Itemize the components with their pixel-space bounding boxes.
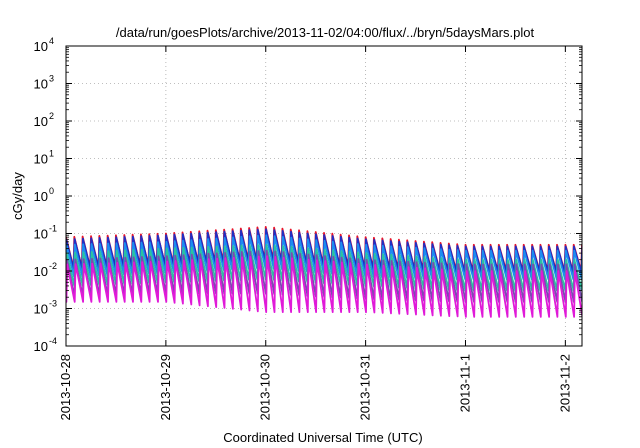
x-tick-label: 2013-10-30 (258, 354, 273, 421)
x-tick-label: 2013-11-2 (557, 354, 572, 412)
y-tick-label: 10 (34, 114, 48, 129)
y-tick-exponent: -1 (49, 224, 57, 234)
y-tick-label: 10 (34, 264, 48, 279)
y-tick-exponent: -3 (49, 299, 57, 309)
y-tick-exponent: 2 (49, 111, 54, 121)
y-tick-label: 10 (34, 339, 48, 354)
series-layer (66, 226, 582, 318)
y-tick-label: 10 (34, 39, 48, 54)
x-tick-label: 2013-10-31 (358, 354, 373, 421)
y-tick-label: 10 (34, 189, 48, 204)
y-tick-label: 10 (34, 77, 48, 92)
y-tick-exponent: 3 (49, 74, 54, 84)
x-tick-label: 2013-10-28 (58, 354, 73, 421)
y-axis-label: cGy/day (10, 172, 25, 220)
y-tick-label: 10 (34, 302, 48, 317)
y-tick-label: 10 (34, 152, 48, 167)
x-tick-label: 2013-11-1 (457, 354, 472, 412)
y-tick-exponent: 4 (49, 36, 54, 46)
x-tick-label: 2013-10-29 (158, 354, 173, 421)
y-tick-label: 10 (34, 227, 48, 242)
y-tick-exponent: 1 (49, 149, 54, 159)
chart-title: /data/run/goesPlots/archive/2013-11-02/0… (116, 25, 535, 40)
x-axis-label: Coordinated Universal Time (UTC) (223, 430, 422, 445)
y-tick-exponent: 0 (49, 186, 54, 196)
y-tick-exponent: -4 (49, 336, 57, 346)
series-line (66, 255, 582, 318)
y-tick-exponent: -2 (49, 261, 57, 271)
